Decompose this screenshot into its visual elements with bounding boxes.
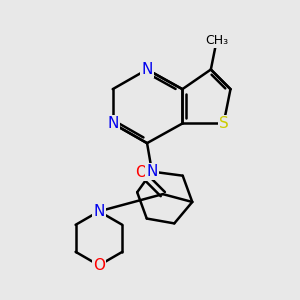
Text: N: N [141,62,153,77]
Text: CH₃: CH₃ [205,34,228,46]
Text: N: N [93,204,105,219]
Text: O: O [135,165,147,180]
Text: N: N [146,164,158,179]
Text: O: O [93,258,105,273]
Text: S: S [219,116,229,131]
Text: N: N [107,116,118,131]
